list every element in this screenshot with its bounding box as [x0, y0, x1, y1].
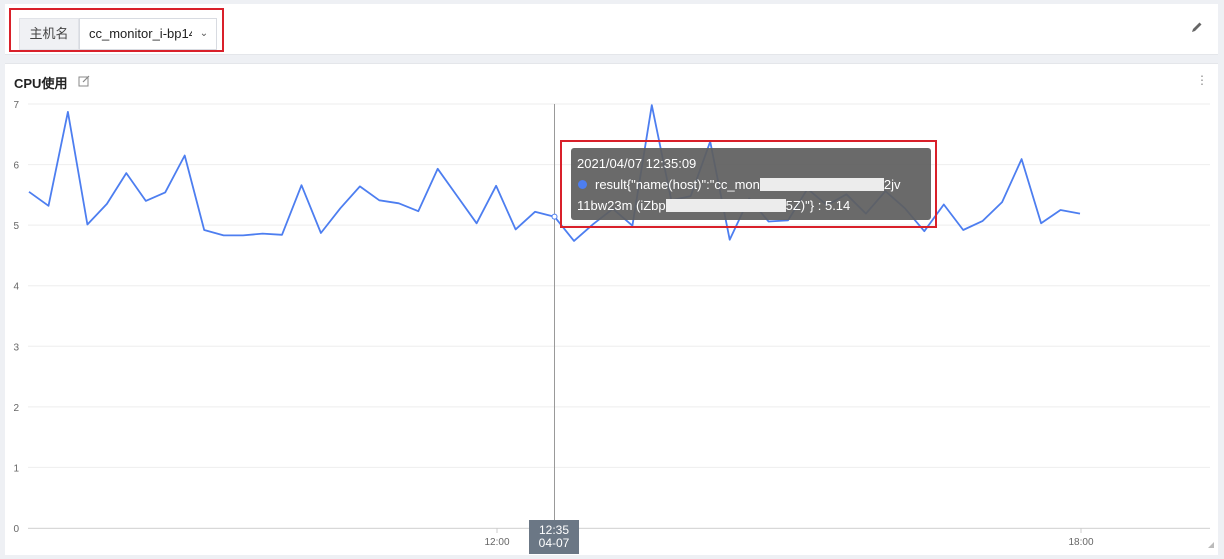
y-tick-label: 1: [13, 463, 19, 474]
y-tick-label: 3: [13, 342, 19, 353]
series-color-dot: [578, 180, 587, 189]
y-tick-label: 7: [13, 100, 19, 111]
variable-bar: 主机名 cc_monitor_i-bp14a ⌄: [5, 4, 1218, 55]
tooltip-series-line-2: 11bw23m (iZbp 5Z)"} : 5.14: [577, 195, 925, 216]
pencil-icon[interactable]: [1190, 20, 1204, 34]
redacted-mask: [759, 178, 884, 191]
chart-tooltip: 2021/04/07 12:35:09 result{"name(host)":…: [571, 148, 931, 220]
vertical-dots-icon[interactable]: ⋮: [1196, 73, 1208, 87]
tooltip-highlight-box: 2021/04/07 12:35:09 result{"name(host)":…: [560, 140, 937, 228]
crosshair-time: 12:35: [538, 523, 570, 537]
y-tick-label: 0: [13, 524, 19, 535]
tooltip-series-line-1: result{"name(host)":"cc_mon 2jv: [577, 174, 925, 195]
redacted-mask: [665, 199, 786, 212]
x-tick-label: 18:00: [1068, 537, 1093, 548]
variable-highlight-box: 主机名 cc_monitor_i-bp14a ⌄: [9, 8, 224, 52]
tooltip-line2-prefix: 11bw23m (iZbp: [577, 198, 666, 213]
tooltip-series-prefix: result{"name(host)":"cc_mon: [595, 177, 760, 192]
y-tick-label: 4: [13, 282, 19, 293]
tooltip-timestamp: 2021/04/07 12:35:09: [577, 156, 697, 171]
chevron-down-icon[interactable]: ⌄: [192, 19, 216, 49]
hover-point: [551, 213, 558, 220]
y-tick-label: 2: [13, 403, 19, 414]
x-tick-label: 12:00: [484, 537, 509, 548]
hostname-select[interactable]: cc_monitor_i-bp14a ⌄: [79, 18, 217, 50]
panel-title: CPU使用: [14, 76, 68, 91]
tooltip-line2-suffix: 5Z)"}: [785, 198, 815, 213]
resize-handle-icon: [1208, 542, 1214, 548]
edit-square-icon[interactable]: [78, 75, 90, 87]
tooltip-value: : 5.14: [817, 198, 851, 213]
crosshair-date: 04-07: [538, 536, 570, 550]
hostname-select-value: cc_monitor_i-bp14a: [89, 26, 204, 41]
crosshair-time-label: 12:35 04-07: [529, 520, 579, 554]
y-tick-label: 6: [13, 161, 19, 172]
cpu-panel: CPU使用 ⋮: [5, 63, 1218, 555]
hostname-label: 主机名: [19, 18, 79, 50]
tooltip-line1-suffix: 2jv: [883, 177, 901, 192]
y-tick-label: 5: [13, 221, 19, 232]
